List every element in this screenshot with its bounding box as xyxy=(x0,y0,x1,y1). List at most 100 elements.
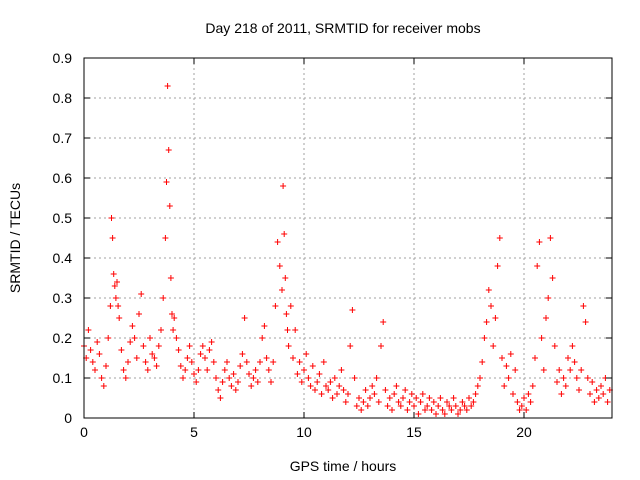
data-point xyxy=(329,395,336,401)
chart-title: Day 218 of 2011, SRMTID for receiver mob… xyxy=(205,20,480,36)
data-point xyxy=(103,363,109,369)
data-point xyxy=(276,263,283,269)
data-point xyxy=(437,395,444,401)
data-point xyxy=(411,403,417,409)
data-point xyxy=(147,335,153,341)
data-point xyxy=(325,387,332,393)
data-point xyxy=(591,399,598,405)
data-point xyxy=(239,351,246,357)
data-point xyxy=(254,379,261,385)
data-point xyxy=(195,367,202,373)
data-point xyxy=(477,375,483,381)
data-point xyxy=(111,283,118,289)
data-point xyxy=(492,315,499,321)
data-point xyxy=(604,399,611,405)
data-point xyxy=(362,387,369,393)
data-point xyxy=(169,311,175,317)
data-point xyxy=(153,363,160,369)
data-point xyxy=(301,367,307,373)
data-point xyxy=(110,271,117,277)
data-point xyxy=(580,303,587,309)
data-point xyxy=(149,351,156,357)
data-point xyxy=(499,355,505,361)
data-point xyxy=(360,399,367,405)
data-point xyxy=(371,391,378,397)
data-point xyxy=(108,215,115,221)
y-tick-label: 0.3 xyxy=(53,290,73,306)
data-point xyxy=(589,379,596,385)
data-point xyxy=(340,387,347,393)
data-point xyxy=(129,323,136,329)
data-point xyxy=(466,395,472,401)
data-point xyxy=(549,275,556,281)
data-point xyxy=(347,343,354,349)
x-tick-label: 5 xyxy=(190,424,198,440)
data-point xyxy=(303,351,310,357)
data-point xyxy=(279,287,285,293)
data-point xyxy=(94,339,101,345)
data-point xyxy=(112,295,119,301)
data-point xyxy=(384,403,391,409)
data-point xyxy=(404,407,411,413)
x-axis-title: GPS time / hours xyxy=(290,458,397,474)
data-point xyxy=(545,295,552,301)
data-point xyxy=(527,399,534,405)
y-tick-label: 0.9 xyxy=(53,50,73,66)
data-point xyxy=(312,387,318,393)
data-point xyxy=(402,387,409,393)
data-point xyxy=(393,383,400,389)
data-point xyxy=(165,147,172,153)
data-point xyxy=(261,323,268,329)
data-point xyxy=(413,395,420,401)
data-point xyxy=(144,367,151,373)
data-point xyxy=(595,395,602,401)
data-point xyxy=(282,275,289,281)
data-point xyxy=(208,339,215,345)
y-tick-label: 0.1 xyxy=(53,370,73,386)
data-point xyxy=(342,399,349,405)
y-tick-label: 0.7 xyxy=(53,130,73,146)
data-point xyxy=(587,391,593,397)
data-point xyxy=(375,399,382,405)
data-point xyxy=(199,343,206,349)
data-point xyxy=(444,399,450,405)
data-point xyxy=(461,403,468,409)
data-point xyxy=(485,287,492,293)
data-point xyxy=(202,355,208,361)
data-point xyxy=(232,387,239,393)
data-point xyxy=(554,379,560,385)
data-point xyxy=(494,263,501,269)
data-point xyxy=(567,367,574,373)
data-point xyxy=(151,355,158,361)
data-point xyxy=(391,391,398,397)
data-point xyxy=(430,399,437,405)
data-point xyxy=(327,379,334,385)
data-point xyxy=(395,399,402,405)
data-point xyxy=(263,355,270,361)
data-point xyxy=(479,359,486,365)
y-tick-label: 0.8 xyxy=(53,90,73,106)
data-point xyxy=(364,403,371,409)
data-point xyxy=(116,315,123,321)
data-point xyxy=(87,347,94,353)
data-point xyxy=(138,291,145,297)
data-point xyxy=(419,391,426,397)
data-point xyxy=(180,375,186,381)
data-point xyxy=(345,391,351,397)
data-point xyxy=(140,343,147,349)
data-point xyxy=(459,399,466,405)
y-tick-label: 0 xyxy=(64,410,72,426)
data-point xyxy=(600,391,607,397)
data-point xyxy=(114,279,120,285)
data-point xyxy=(529,383,536,389)
data-point xyxy=(115,303,122,309)
data-point xyxy=(122,375,129,381)
data-point xyxy=(252,367,259,373)
data-point xyxy=(415,411,422,417)
data-point xyxy=(287,303,294,309)
axis-ticks xyxy=(83,57,612,419)
data-point xyxy=(351,375,358,381)
data-point xyxy=(334,391,340,397)
data-point xyxy=(565,355,571,361)
